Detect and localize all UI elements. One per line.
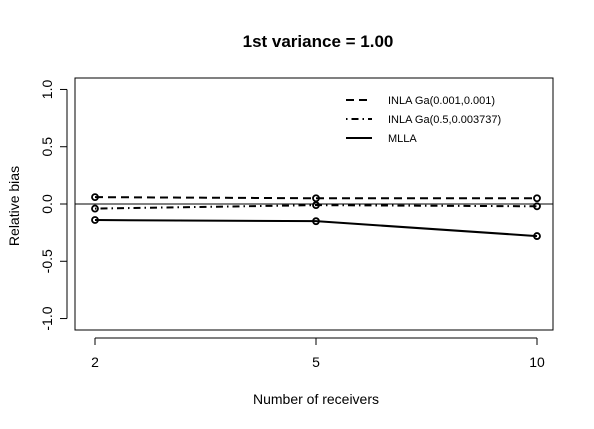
x-axis-label: Number of receivers <box>253 391 379 407</box>
y-tick-label-3: 0.0 <box>39 194 55 214</box>
x-tick-label-1: 2 <box>91 354 99 370</box>
y-axis-label: Relative bias <box>6 166 22 246</box>
y-tick-label-2: -0.5 <box>39 249 55 273</box>
series-2-point-3 <box>533 202 541 211</box>
y-tick-label-5: 1.0 <box>39 80 55 100</box>
x-tick-label-2: 5 <box>312 354 320 370</box>
legend-label-2: INLA Ga(0.5,0.003737) <box>388 114 501 126</box>
y-tick-label-1: -1.0 <box>39 306 55 330</box>
series-3-point-3 <box>533 232 541 240</box>
x-axis: 2 5 10 <box>91 337 545 370</box>
series-3-point-1 <box>91 216 99 224</box>
series-1-point-3 <box>533 194 541 203</box>
chart-title: 1st variance = 1.00 <box>243 32 394 51</box>
series-line-2 <box>94 204 538 210</box>
legend-label-1: INLA Ga(0.001,0.001) <box>388 95 495 107</box>
y-tick-label-4: 0.5 <box>39 137 55 157</box>
series-line-3 <box>94 219 538 238</box>
series-2-point-1 <box>91 204 99 213</box>
series-1-point-1 <box>91 193 99 202</box>
legend-label-3: MLLA <box>388 133 417 145</box>
x-tick-label-3: 10 <box>529 354 545 370</box>
plot-area <box>75 193 553 240</box>
series-line-1 <box>94 196 537 200</box>
y-axis: -1.0 -0.5 0.0 0.5 1.0 <box>39 80 68 331</box>
legend: INLA Ga(0.001,0.001) INLA Ga(0.5,0.003737… <box>346 95 501 145</box>
series-3-point-2 <box>312 217 320 226</box>
series-2-point-2 <box>312 201 320 210</box>
